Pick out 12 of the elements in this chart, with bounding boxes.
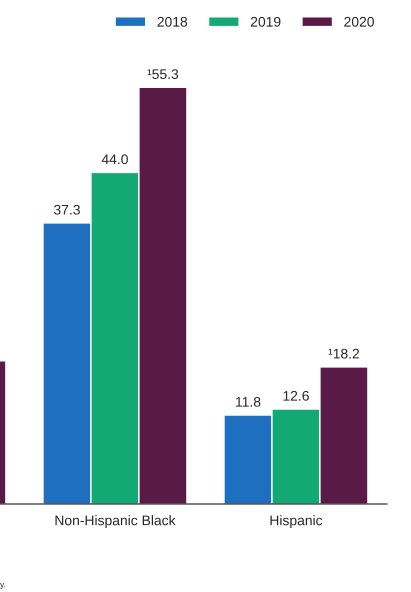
legend-label: 2020 bbox=[344, 16, 374, 27]
data-label: ¹18.2 bbox=[328, 348, 360, 359]
text: y. bbox=[0, 582, 6, 590]
data-label: 37.3 bbox=[54, 204, 80, 215]
x-tick-label: Non-Hispanic Black bbox=[55, 515, 176, 528]
data-label: 44.0 bbox=[102, 154, 128, 164]
legend-label: 2019 bbox=[250, 16, 280, 27]
x-tick-label: Hispanic bbox=[270, 515, 322, 528]
data-label: 12.6 bbox=[283, 390, 309, 401]
data-label: ¹55.3 bbox=[148, 69, 178, 80]
legend-label: 2018 bbox=[158, 16, 188, 27]
data-label: 11.8 bbox=[236, 396, 260, 407]
